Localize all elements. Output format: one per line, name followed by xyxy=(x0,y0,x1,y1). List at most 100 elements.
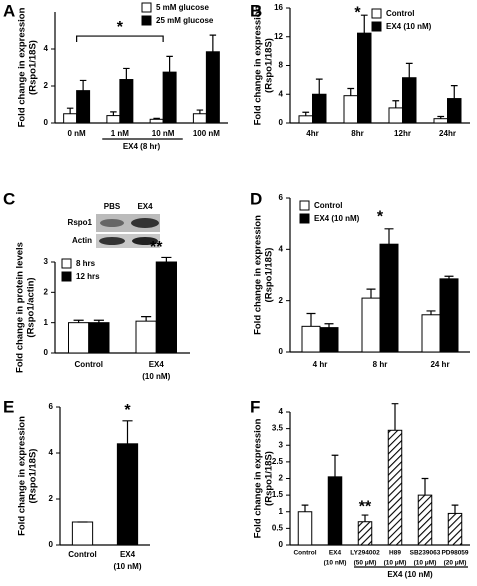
y-tick-label: 8 xyxy=(279,61,284,70)
y-axis-label: Fold change in expression xyxy=(17,416,28,536)
x-tick-label: EX4 xyxy=(149,360,165,369)
y-tick-label: 4 xyxy=(279,407,284,416)
bar xyxy=(106,115,121,124)
error-bar xyxy=(384,228,394,245)
group-label: EX4 (10 nM) xyxy=(387,570,433,579)
legend-swatch xyxy=(299,200,310,211)
x-tick-label: (10 nM) xyxy=(114,562,142,571)
error-bar xyxy=(73,319,84,323)
y-axis-label: (Rspo1/18S) xyxy=(28,40,39,95)
bar xyxy=(297,511,313,546)
y-tick-label: 3 xyxy=(44,257,49,266)
significance-marker: * xyxy=(117,19,124,36)
bar xyxy=(68,322,90,354)
error-bar xyxy=(306,312,316,327)
blot-row-label: Rspo1 xyxy=(68,218,93,227)
bar xyxy=(387,429,403,546)
legend-label: EX4 (10 nM) xyxy=(314,214,360,223)
bar xyxy=(76,90,91,124)
bar xyxy=(301,325,321,353)
bar xyxy=(71,521,94,546)
legend-label: Control xyxy=(386,9,414,18)
bar xyxy=(417,494,433,546)
y-tick-label: 2 xyxy=(279,474,284,483)
x-tick-label: Control xyxy=(68,550,96,559)
y-tick-label: 6 xyxy=(279,193,284,202)
y-tick-label: 0 xyxy=(44,118,49,127)
y-tick-label: 4 xyxy=(279,244,284,253)
legend-label: 5 mM glucose xyxy=(156,3,209,12)
bar xyxy=(379,243,399,353)
x-tick-label: (10 nM) xyxy=(142,372,170,381)
x-tick-label: 8hr xyxy=(351,129,363,138)
panel-letter: F xyxy=(250,397,260,416)
bar xyxy=(447,98,462,124)
bar xyxy=(327,476,343,546)
panel-letter: B xyxy=(250,1,262,20)
y-axis-label: Fold change in expression xyxy=(253,5,264,125)
western-blot: PBS EX4 Rspo1 Actin xyxy=(68,202,160,248)
y-tick-label: 3.5 xyxy=(272,424,284,433)
group-label: EX4 (8 hr) xyxy=(123,142,161,151)
x-tick-label: Control xyxy=(75,360,103,369)
legend-swatch xyxy=(371,8,382,19)
legend-label: 25 mM glucose xyxy=(156,16,214,25)
x-tick-label: 4 hr xyxy=(313,360,328,369)
blot-band xyxy=(131,218,159,228)
y-tick-label: 2 xyxy=(44,287,49,296)
x-tick-label: 4hr xyxy=(306,129,318,138)
y-tick-label: 1 xyxy=(279,507,284,516)
error-bar xyxy=(450,85,458,99)
error-bar xyxy=(153,117,160,120)
bar xyxy=(135,320,157,354)
x-tick-label: (10 μM) xyxy=(414,560,437,567)
legend-swatch xyxy=(141,2,152,13)
error-bar xyxy=(315,78,323,95)
x-tick-label: H89 xyxy=(389,550,401,557)
y-tick-label: 4 xyxy=(44,44,49,53)
bar xyxy=(192,113,207,124)
x-tick-label: PD98059 xyxy=(441,550,468,557)
y-axis-label: (Rspo1/18S) xyxy=(264,38,275,93)
significance-marker: * xyxy=(354,5,361,22)
error-bar xyxy=(366,288,376,299)
y-tick-label: 1 xyxy=(44,318,49,327)
bar xyxy=(421,314,441,353)
x-tick-label: 24 hr xyxy=(430,360,449,369)
error-bar xyxy=(347,87,355,96)
legend-swatch xyxy=(299,213,310,224)
bar xyxy=(361,297,381,353)
y-axis-label: (Rspo1/18S) xyxy=(28,449,39,504)
legend-swatch xyxy=(61,271,72,282)
error-bar xyxy=(209,34,217,52)
error-bar xyxy=(451,504,459,514)
error-bar xyxy=(421,477,429,496)
legend-swatch xyxy=(61,258,72,269)
panel-letter: A xyxy=(3,1,15,20)
y-tick-label: 0.5 xyxy=(272,523,284,532)
error-bar xyxy=(161,256,172,262)
bar xyxy=(357,32,372,124)
significance-marker: * xyxy=(124,402,131,419)
significance-marker: ** xyxy=(150,239,163,256)
blot-band xyxy=(100,219,124,227)
error-bar xyxy=(405,62,413,78)
y-axis-label: (Rspo1/18S) xyxy=(264,451,275,506)
error-bar xyxy=(93,319,104,323)
y-tick-label: 2 xyxy=(279,296,284,305)
x-tick-label: EX4 xyxy=(120,550,136,559)
y-tick-label: 1.5 xyxy=(272,490,284,499)
bar xyxy=(162,71,177,124)
legend-swatch xyxy=(141,15,152,26)
y-tick-label: 0 xyxy=(279,540,284,549)
error-bar xyxy=(110,111,117,116)
error-bar xyxy=(166,55,173,73)
legend-label: 12 hrs xyxy=(76,272,100,281)
x-tick-label: 12hr xyxy=(394,129,411,138)
bar xyxy=(155,261,177,354)
legend-label: EX4 (10 nM) xyxy=(386,22,432,31)
bar xyxy=(343,95,358,124)
error-bar xyxy=(79,79,87,91)
bar xyxy=(319,327,339,353)
error-bar xyxy=(66,107,74,114)
